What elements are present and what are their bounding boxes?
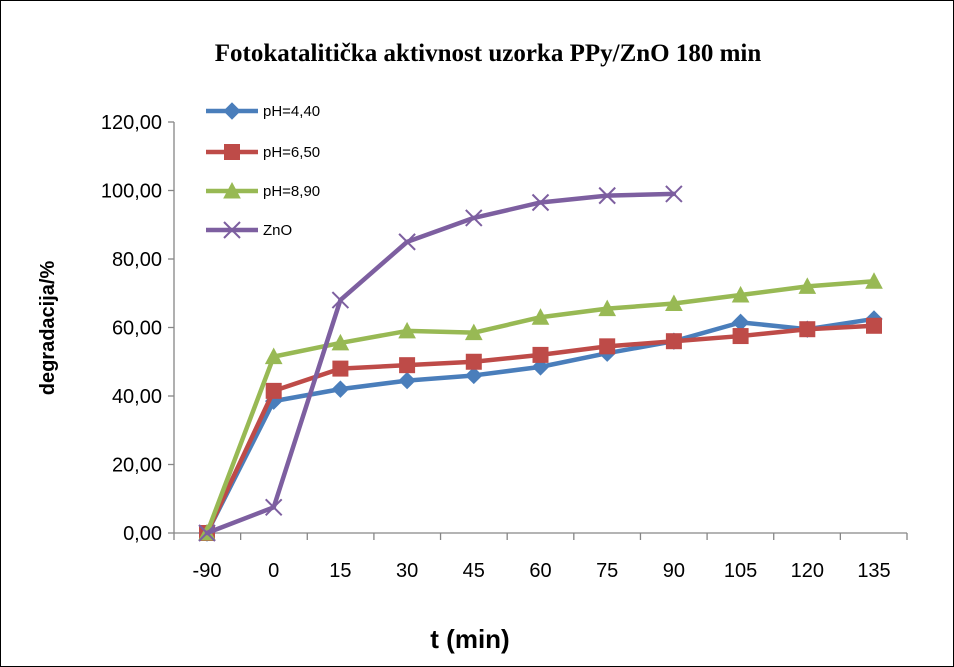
marker-x-stroke — [465, 209, 483, 227]
y-tick-label: 0,00 — [123, 523, 162, 545]
marker-square — [532, 346, 549, 363]
marker-x-stroke — [331, 291, 350, 309]
legend-item: pH=6,50 — [206, 144, 320, 161]
series-3 — [198, 185, 683, 542]
marker-x — [398, 233, 416, 251]
legend: pH=4,40 pH=6,50 pH=8,90 ZnO — [206, 102, 320, 239]
chart-title: Fotokatalitička aktivnost uzorka PPy/ZnO… — [215, 40, 762, 67]
marker-diamond — [223, 102, 241, 120]
x-tick-label: 0 — [268, 560, 279, 582]
series-line — [204, 191, 677, 536]
marker-triangle — [665, 294, 683, 312]
marker-x-stroke — [531, 193, 550, 212]
marker-square — [224, 144, 240, 160]
marker-square — [866, 317, 882, 334]
marker-diamond — [398, 371, 416, 390]
legend-item: pH=8,90 — [206, 181, 320, 200]
x-axis-title: t (min) — [430, 624, 509, 654]
y-tick-label: 60,00 — [112, 318, 162, 340]
marker-x — [531, 193, 550, 212]
marker-triangle — [865, 272, 883, 289]
x-tick-label: 60 — [529, 560, 551, 582]
marker-x — [198, 524, 216, 542]
marker-x-stroke — [264, 498, 283, 517]
marker-triangle — [598, 299, 617, 317]
marker-diamond — [465, 366, 483, 385]
axes: 0,00 20,00 40,00 60,00 80,00 100,00 120,00 -90 0… — [101, 112, 908, 582]
x-tick-label: 45 — [463, 560, 485, 582]
marker-square — [799, 321, 816, 338]
x-tick-label: -90 — [193, 560, 222, 582]
marker-x — [331, 291, 350, 309]
y-tick-label: 20,00 — [112, 455, 162, 477]
x-tick-label: 135 — [857, 560, 890, 582]
marker-triangle — [464, 323, 483, 341]
y-axis-title: degradacija/% — [37, 261, 59, 396]
marker-square — [732, 328, 749, 345]
marker-x-stroke — [223, 221, 241, 239]
x-tick-label: 75 — [596, 560, 618, 582]
marker-square — [599, 338, 616, 355]
marker-x-stroke — [665, 185, 683, 203]
legend-label: pH=6,50 — [263, 144, 320, 161]
legend-item: ZnO — [206, 221, 292, 239]
marker-triangle — [731, 285, 750, 303]
marker-square — [665, 333, 682, 350]
marker-triangle — [331, 333, 350, 351]
marker-triangle — [264, 347, 283, 365]
x-tick-label: 90 — [663, 560, 685, 582]
marker-square — [265, 382, 282, 399]
y-tick-label: 120,00 — [101, 112, 162, 134]
marker-square — [399, 357, 416, 374]
marker-x — [223, 221, 241, 239]
marker-triangle — [398, 321, 416, 339]
y-tick-label: 100,00 — [101, 181, 162, 203]
x-tick-label: 120 — [791, 560, 824, 582]
y-tick-label: 40,00 — [112, 386, 162, 408]
legend-item: pH=4,40 — [206, 102, 320, 120]
marker-x-stroke — [198, 524, 216, 542]
marker-triangle — [798, 277, 817, 294]
series-layer — [198, 185, 883, 542]
series-2 — [198, 272, 883, 541]
marker-triangle — [531, 308, 550, 325]
marker-square — [332, 360, 349, 377]
marker-x — [665, 185, 683, 203]
y-tick-label: 80,00 — [112, 249, 162, 271]
x-tick-label: 30 — [396, 560, 418, 582]
legend-label: pH=4,40 — [263, 103, 320, 120]
marker-diamond — [731, 313, 750, 332]
marker-x-stroke — [598, 186, 616, 205]
marker-square — [465, 353, 482, 370]
x-tick-label: 15 — [329, 560, 351, 582]
marker-x — [598, 186, 616, 205]
marker-x-stroke — [398, 233, 416, 251]
legend-label: pH=8,90 — [263, 183, 320, 200]
x-tick-label: 105 — [724, 560, 757, 582]
marker-triangle — [223, 181, 241, 199]
marker-x — [465, 209, 483, 227]
marker-diamond — [331, 380, 350, 398]
marker-x — [264, 498, 283, 517]
legend-label: ZnO — [263, 222, 292, 239]
